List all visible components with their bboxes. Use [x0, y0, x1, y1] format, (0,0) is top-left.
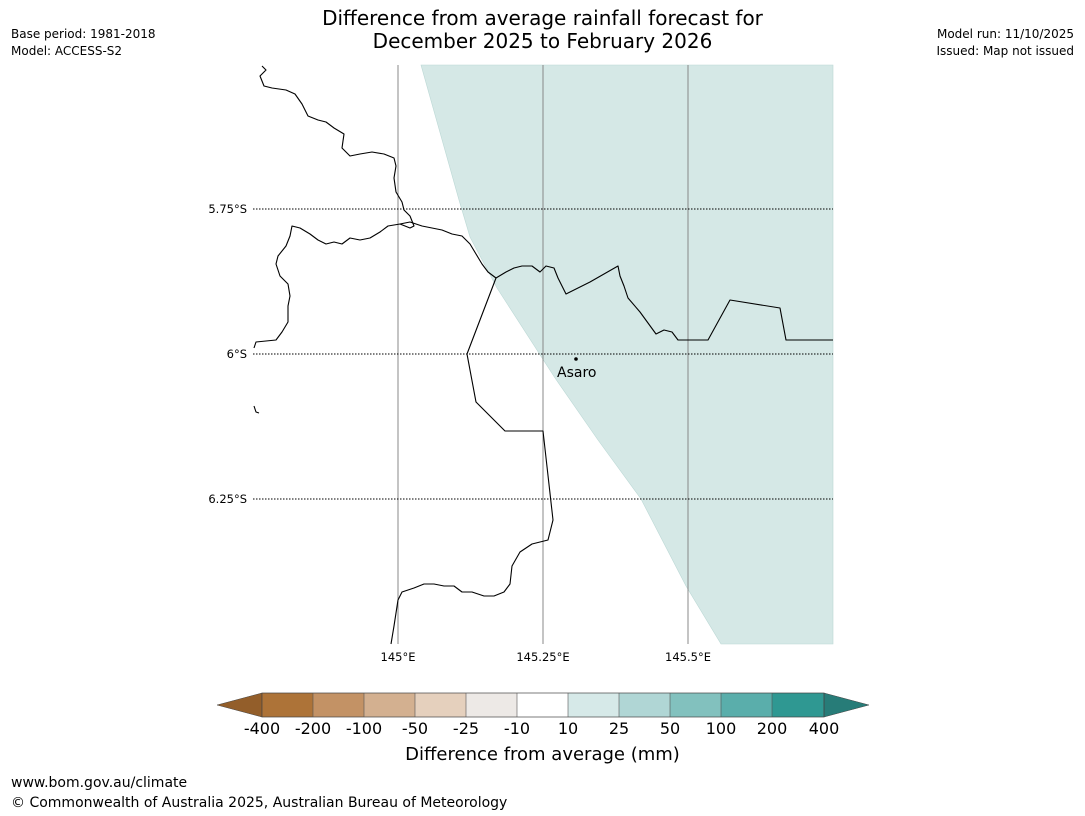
colorbar-tick-6: -10: [503, 719, 531, 738]
colorbar-tick-8: 25: [608, 719, 630, 738]
base-period: Base period: 1981-2018: [11, 27, 156, 41]
colorbar-segment-4: [415, 693, 466, 717]
colorbar-segment-5: [466, 693, 517, 717]
colorbar-tick-2: -200: [294, 719, 332, 738]
lat-label-6s: 6°S: [226, 347, 247, 361]
map-title: Difference from average rainfall forecas…: [0, 7, 1085, 53]
colorbar-tick-3: -100: [345, 719, 383, 738]
coast-fragment: [253, 405, 260, 414]
boundary-lines: [253, 65, 833, 645]
place-marker: [574, 357, 578, 361]
lon-label-145e: 145°E: [380, 650, 416, 664]
colorbar: [216, 692, 870, 718]
colorbar-tick-4: -50: [401, 719, 429, 738]
colorbar-extend-high: [823, 692, 870, 718]
boundary-south: [390, 277, 554, 645]
colorbar-dividers: [312, 693, 773, 717]
colorbar-segment-8: [619, 693, 670, 717]
colorbar-outline: [261, 692, 825, 718]
colorbar-title: Difference from average (mm): [405, 744, 680, 765]
colorbar-segment-1: [262, 693, 313, 717]
colorbar-tick-10: 100: [705, 719, 737, 738]
colorbar-segment-3: [364, 693, 415, 717]
colorbar-tick-1: -400: [243, 719, 281, 738]
title-line-2: December 2025 to February 2026: [372, 29, 713, 53]
colorbar-tick-7: 10: [557, 719, 579, 738]
forecast-shaded-region: [420, 64, 834, 645]
title-line-1: Difference from average rainfall forecas…: [322, 6, 763, 30]
footer-copyright: © Commonwealth of Australia 2025, Austra…: [11, 795, 508, 811]
colorbar-segment-9: [670, 693, 721, 717]
colorbar-tick-5: -25: [452, 719, 480, 738]
lat-label-5-75s: 5.75°S: [208, 202, 247, 216]
colorbar-segment-6: [517, 693, 568, 717]
boundary-north: [253, 65, 415, 349]
footer-url[interactable]: www.bom.gov.au/climate: [11, 775, 188, 791]
model-name: Model: ACCESS-S2: [11, 44, 123, 58]
lat-label-6-25s: 6.25°S: [208, 492, 247, 506]
boundary-east: [399, 221, 833, 341]
model-run: Model run: 11/10/2025: [936, 27, 1074, 41]
lon-label-145-25e: 145.25°E: [516, 650, 570, 664]
colorbar-tick-11: 200: [756, 719, 788, 738]
lon-label-145-5e: 145.5°E: [665, 650, 711, 664]
colorbar-extend-low: [216, 692, 263, 718]
meta-left: Base period: 1981-2018 Model: ACCESS-S2: [11, 26, 156, 60]
meta-right: Model run: 11/10/2025 Issued: Map not is…: [936, 26, 1074, 60]
place-label-asaro: Asaro: [557, 365, 597, 381]
colorbar-segment-7: [568, 693, 619, 717]
colorbar-tick-12: 400: [808, 719, 840, 738]
colorbar-segment-2: [313, 693, 364, 717]
parallel-lines: [253, 208, 833, 500]
colorbar-segment-10: [721, 693, 772, 717]
issued-status: Issued: Map not issued: [936, 44, 1074, 58]
meridian-lines: [397, 65, 689, 644]
colorbar-tick-9: 50: [659, 719, 681, 738]
colorbar-segment-11: [772, 693, 824, 717]
